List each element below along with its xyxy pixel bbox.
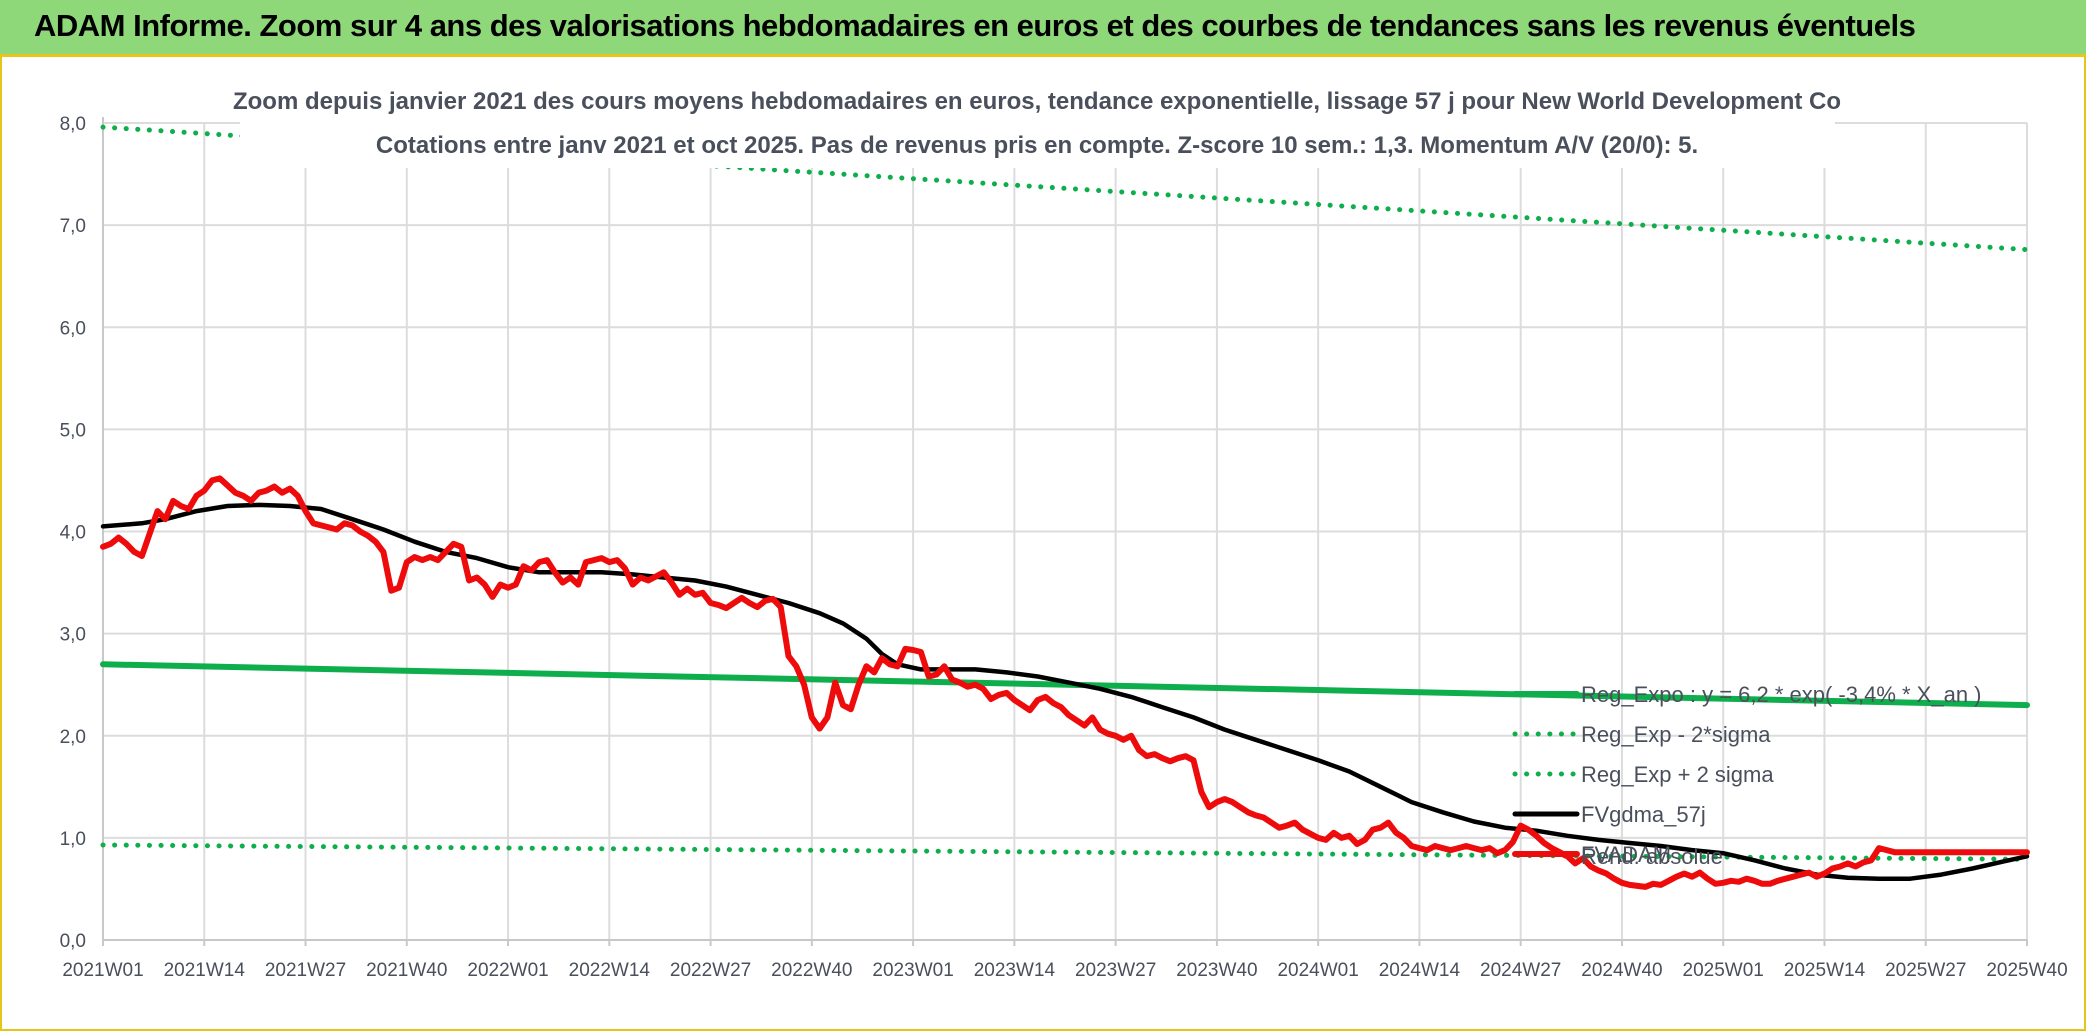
y-tick-label: 5,0 xyxy=(60,420,86,441)
x-tick-label: 2023W27 xyxy=(1075,960,1156,981)
series-line-4 xyxy=(100,475,2030,890)
x-tick-label: 2022W14 xyxy=(569,960,651,981)
y-tick-label: 8,0 xyxy=(60,114,86,135)
x-tick-label: 2022W40 xyxy=(771,960,852,981)
x-tick-label: 2021W40 xyxy=(366,960,447,981)
y-axis-ticks: 0,0 1,0 2,0 3,0 4,0 5,0 6,0 7,0 8,0 xyxy=(60,114,86,952)
x-tick-label: 2025W27 xyxy=(1885,960,1966,981)
y-tick-label: 2,0 xyxy=(60,727,86,748)
x-tick-label: 2021W14 xyxy=(164,960,246,981)
legend-label: FVADAM xyxy=(1581,842,1671,867)
y-tick-label: 0,0 xyxy=(60,931,86,952)
legend-label: Reg_Exp + 2 sigma xyxy=(1581,762,1774,787)
series-line-1 xyxy=(100,842,2030,862)
x-tick-label: 2022W01 xyxy=(467,960,548,981)
legend-label: Reg_Exp - 2*sigma xyxy=(1581,722,1771,747)
x-tick-label: 2023W40 xyxy=(1176,960,1257,981)
x-tick-label: 2023W01 xyxy=(872,960,953,981)
x-tick-label: 2024W40 xyxy=(1581,960,1662,981)
chart-titles: Zoom depuis janvier 2021 des cours moyen… xyxy=(233,78,1841,168)
x-tick-label: 2023W14 xyxy=(974,960,1056,981)
chart-subtitle: Cotations entre janv 2021 et oct 2025. P… xyxy=(376,132,1698,159)
x-tick-label: 2024W14 xyxy=(1379,960,1461,981)
y-tick-label: 6,0 xyxy=(60,318,86,339)
x-axis-ticks: 2021W01 2021W14 2021W27 2021W40 2022W01 2022W… xyxy=(62,960,2067,981)
x-tick-label: 2024W27 xyxy=(1480,960,1561,981)
legend-label: FVgdma_57j xyxy=(1581,802,1706,827)
y-tick-label: 7,0 xyxy=(60,216,86,237)
series-layer xyxy=(100,124,2030,890)
legend-label: Reg_Expo : y = 6,2 * exp( -3,4% * X_an ) xyxy=(1581,682,1982,707)
y-tick-label: 4,0 xyxy=(60,523,86,544)
x-tick-label: 2025W40 xyxy=(1986,960,2067,981)
x-tick-label: 2021W01 xyxy=(62,960,143,981)
series-line-0 xyxy=(100,661,2030,709)
banner-title: ADAM Informe. Zoom sur 4 ans des valoris… xyxy=(34,8,1916,43)
legend: Reg_Expo : y = 6,2 * exp( -3,4% * X_an )… xyxy=(1512,682,1982,869)
title-background xyxy=(240,78,1835,168)
x-tick-label: 2021W27 xyxy=(265,960,346,981)
x-tick-label: 2022W27 xyxy=(670,960,751,981)
y-tick-label: 3,0 xyxy=(60,625,86,646)
chart-title: Zoom depuis janvier 2021 des cours moyen… xyxy=(233,88,1841,115)
annotation-label: Rend. absolue xyxy=(1581,844,1723,869)
grid xyxy=(102,117,2028,946)
x-tick-label: 2024W01 xyxy=(1277,960,1358,981)
series-line-3 xyxy=(100,502,2030,881)
x-tick-label: 2025W14 xyxy=(1784,960,1866,981)
banner: ADAM Informe. Zoom sur 4 ans des valoris… xyxy=(0,0,2086,57)
y-tick-label: 1,0 xyxy=(60,829,86,850)
x-tick-label: 2025W01 xyxy=(1683,960,1764,981)
series-line-2 xyxy=(100,124,2030,253)
